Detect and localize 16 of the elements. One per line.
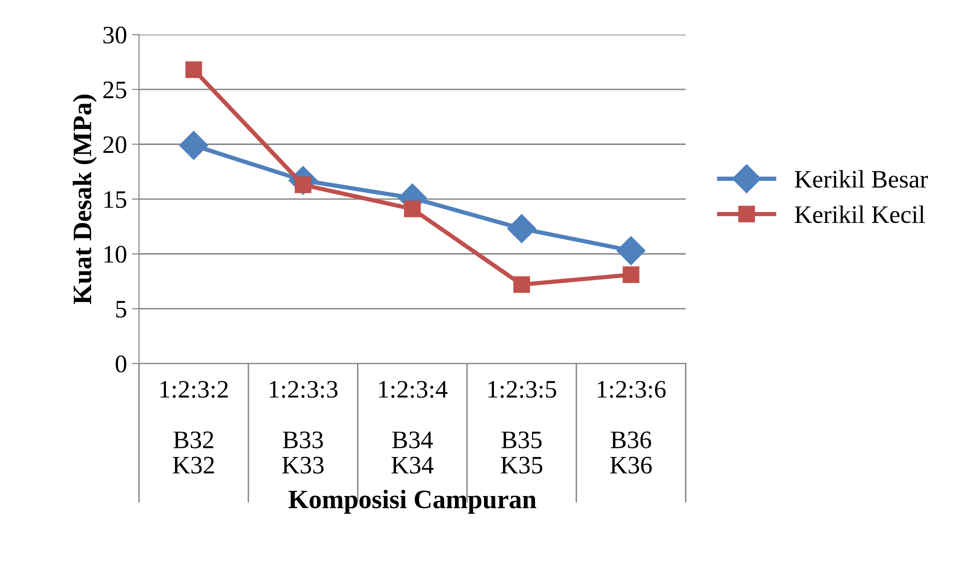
y-axis-title: Kuat Desak (MPa) — [72, 94, 97, 304]
y-tick-label: 20 — [103, 136, 126, 154]
legend-label: Kerikil Besar — [794, 170, 928, 188]
y-tick-label: 30 — [103, 26, 126, 44]
category-label: 1:2:3:6 B36 K36 — [598, 380, 666, 474]
category-label: 1:2:3:3 B33 K33 — [270, 380, 338, 474]
legend-label: Kerikil Kecil — [794, 205, 925, 224]
category-label: 1:2:3:2 B32 K32 — [160, 380, 228, 474]
category-label: 1:2:3:5 B35 K35 — [488, 380, 556, 474]
y-tick-label: 0 — [116, 356, 126, 372]
y-tick-label: 5 — [116, 301, 126, 318]
x-axis-title: Komposisi Campuran — [288, 490, 536, 514]
category-label: 1:2:3:4 B34 K34 — [379, 380, 448, 474]
y-tick-label: 15 — [104, 191, 126, 208]
y-tick-label: 10 — [104, 246, 126, 263]
y-tick-label: 25 — [103, 82, 126, 98]
